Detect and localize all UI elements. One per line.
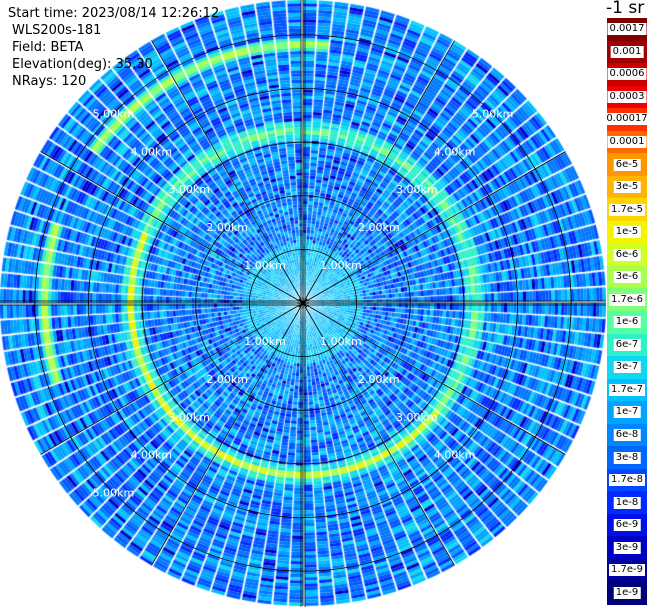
range-ring-label: 4.00km [434,145,476,158]
range-ring-label: 3.00km [168,411,210,424]
colorbar-tick-label: 1e-8 [613,496,641,509]
range-ring-label: 3.00km [168,183,210,196]
azimuth-spoke [151,302,304,566]
colorbar-tick-label: 0.0017 [607,23,647,36]
range-ring-label: 5.00km [93,107,135,120]
center-marker [298,298,304,304]
colorbar-tick-label: 0.0003 [607,90,647,103]
colorbar-tick-label: 1.7e-7 [608,383,646,396]
range-ring-label: 1.00km [244,259,286,272]
field-label: Field: BETA [12,40,84,55]
range-ring-label: 4.00km [131,145,173,158]
colorbar-tick-label: 3e-7 [613,361,641,374]
range-ring-label: 1.00km [320,259,362,272]
azimuth-spoke [302,302,455,566]
center-marker [302,302,308,308]
range-ring-label: 2.00km [206,373,248,386]
start-time-label: Start time: 2023/08/14 12:26:12 [8,6,220,21]
colorbar-tick-label: 1.7e-8 [608,474,646,487]
azimuth-spoke [151,40,304,304]
center-marker [302,298,308,304]
colorbar-tick-label: 1e-6 [613,316,641,329]
colorbar-tick-label: 6e-5 [613,158,641,171]
range-ring-label: 5.00km [472,107,514,120]
range-ring-label: 5.00km [93,487,135,500]
colorbar-tick-label: 1e-9 [613,586,641,599]
azimuth-spoke [302,40,455,304]
colorbar-tick-label: 3e-6 [613,271,641,284]
range-ring-label: 2.00km [206,221,248,234]
colorbar-tick-label: 0.0001 [607,135,647,148]
colorbar-tick-label: 1.7e-5 [608,203,646,216]
colorbar-tick-label: 3e-5 [613,181,641,194]
range-ring-label: 1.00km [244,335,286,348]
colorbar-tick-label: 6e-7 [613,338,641,351]
colorbar-tick-label: 6e-6 [613,248,641,261]
range-ring-label: 1.00km [320,335,362,348]
range-ring-label: 3.00km [396,411,438,424]
colorbar-tick-label: 1.7e-9 [608,564,646,577]
azimuth-spoke [302,151,566,304]
range-ring-label: 2.00km [358,221,400,234]
colorbar-tick-label: 3e-9 [613,541,641,554]
range-ring-overlay: 1.00km 1.00km 1.00km 1.00km 2.00km 2.00km 2.00… [0,0,606,607]
elevation-label: Elevation(deg): 35.30 [12,57,153,72]
colorbar-tick-label: 6e-8 [613,428,641,441]
center-marker [298,302,304,308]
nrays-label: NRays: 120 [12,74,87,89]
colorbar-tick-label: 3e-8 [613,451,641,464]
colorbar-tick-label: 1.7e-6 [608,293,646,306]
range-ring-label: 4.00km [434,449,476,462]
colorbar-tick-label: 0.0006 [607,68,647,81]
colorbar-tick-label: 1e-7 [613,406,641,419]
azimuth-spoke [302,302,566,455]
colorbar-tick-label: 6e-9 [613,519,641,532]
azimuth-spoke [40,302,304,455]
colorbar-tick-label: 0.00017 [604,113,647,126]
colorbar-tick-label: 1e-5 [613,226,641,239]
colorbar-tick-label: 0.001 [610,45,644,58]
range-ring-label: 4.00km [131,449,173,462]
range-ring-label: 3.00km [396,183,438,196]
instrument-label: WLS200s-181 [12,23,102,38]
azimuth-spoke [40,151,304,304]
range-ring-label: 2.00km [358,373,400,386]
colorbar-title: -1 sr [606,0,645,18]
